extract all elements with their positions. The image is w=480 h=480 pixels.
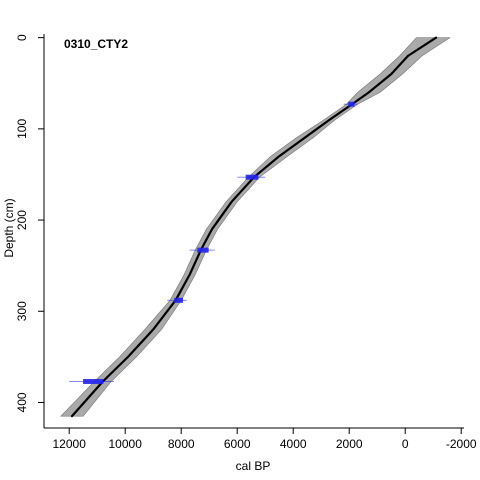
- y-tick-label: 100: [15, 119, 29, 139]
- x-tick-label: -2000: [446, 437, 477, 451]
- x-tick-label: 12000: [53, 437, 87, 451]
- chart-title: 0310_CTY2: [64, 37, 128, 51]
- date-core-1: [348, 102, 354, 107]
- x-tick-label: 6000: [224, 437, 251, 451]
- date-core-5: [83, 379, 103, 384]
- date-core-2: [246, 175, 259, 180]
- y-tick-label: 200: [15, 210, 29, 230]
- x-axis-title: cal BP: [236, 459, 271, 473]
- x-tick-label: 10000: [109, 437, 143, 451]
- x-tick-label: 8000: [168, 437, 195, 451]
- y-tick-label: 300: [15, 301, 29, 321]
- y-tick-label: 0: [15, 34, 29, 41]
- model-line-group: [72, 38, 436, 416]
- dated-levels: [69, 102, 357, 384]
- x-tick-label: 0: [402, 437, 409, 451]
- x-tick-label: 4000: [280, 437, 307, 451]
- envelope-polygon: [61, 38, 450, 416]
- axes: 12000 10000 8000 6000 4000 2000 0 -2000 0 100 200 3…: [15, 34, 477, 451]
- y-axis-title: Depth (cm): [2, 198, 16, 257]
- uncertainty-envelope: [61, 38, 450, 416]
- x-tick-label: 2000: [336, 437, 363, 451]
- model-line: [72, 38, 436, 416]
- date-core-4: [174, 298, 183, 303]
- y-tick-label: 400: [15, 392, 29, 412]
- date-core-3: [197, 248, 208, 253]
